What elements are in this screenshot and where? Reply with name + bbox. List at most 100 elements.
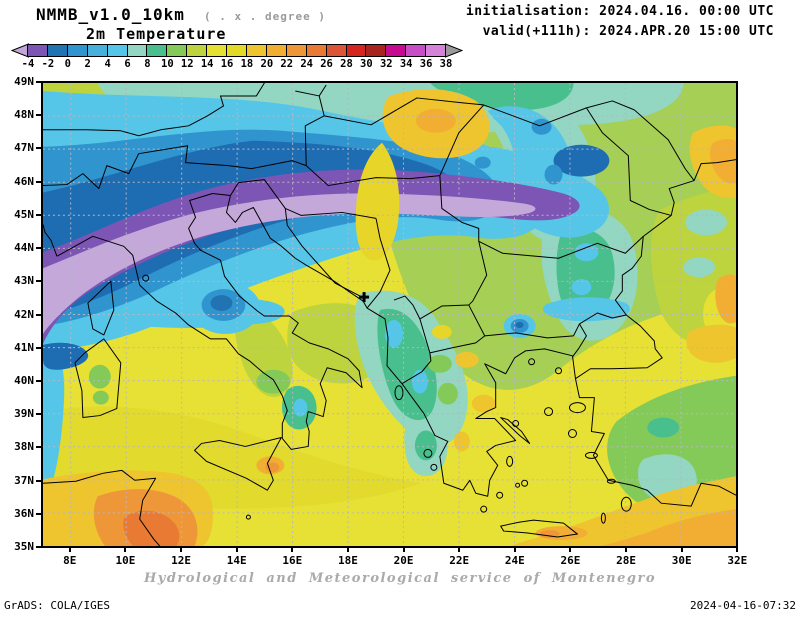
colorbar-tick-label: 38 <box>439 58 453 70</box>
lon-tick <box>291 547 294 552</box>
colorbar-segment <box>305 44 327 57</box>
lat-label: 49N <box>14 75 34 88</box>
lon-tick <box>235 547 238 552</box>
lon-tick <box>513 547 516 552</box>
lat-label: 37N <box>14 473 34 487</box>
lon-tick <box>180 547 183 552</box>
colorbar-segment <box>325 44 347 57</box>
lat-tick <box>36 413 42 416</box>
colorbar-segment <box>285 44 307 57</box>
colorbar-tick-label: 12 <box>180 58 194 70</box>
lon-label: 26E <box>560 554 581 567</box>
colorbar <box>27 44 447 57</box>
initialisation-time: initialisation: 2024.04.16. 00:00 UTC <box>465 4 774 19</box>
colorbar-segment <box>66 44 88 57</box>
lat-tick <box>36 280 42 283</box>
map-frame <box>41 81 738 548</box>
lon-tick <box>736 547 739 552</box>
colorbar-tick-label: 22 <box>280 58 294 70</box>
colorbar-tick-label: 8 <box>144 58 151 70</box>
colorbar-ticks: -4 -2 0 2 4 6 8 10 12 14 16 18 20 22 24 26 28 30 32 34 36 38 <box>22 58 453 72</box>
colorbar-tick-label: 24 <box>300 58 313 70</box>
lon-tick <box>346 547 349 552</box>
lon-label: 10E <box>115 554 136 567</box>
lon-label: 30E <box>671 554 692 567</box>
lon-label: 8E <box>63 554 77 567</box>
lon-axis: 8E 10E 12E 14E 16E 18E 20E 22E 24E 26E 28E 30E 32E <box>42 547 747 569</box>
lon-tick <box>124 547 127 552</box>
colorbar-segment <box>345 44 367 57</box>
colorbar-tick-label: -2 <box>41 58 55 70</box>
lon-label: 28E <box>616 554 637 567</box>
colorbar-tick-label: 6 <box>124 58 131 70</box>
lat-label: 41N <box>14 340 34 354</box>
colorbar-segment <box>365 44 387 57</box>
field-title: 2m Temperature <box>86 25 227 43</box>
grads-credit: GrADS: COLA/IGES <box>4 599 110 612</box>
colorbar-segment <box>245 44 267 57</box>
lon-tick <box>569 547 572 552</box>
colorbar-segment <box>405 44 427 57</box>
colorbar-tick-label: 32 <box>379 58 393 70</box>
colorbar-tick-label: 26 <box>320 58 333 70</box>
colorbar-tick-label: 34 <box>399 58 413 70</box>
colorbar-tick-label: -4 <box>21 58 35 70</box>
city-marker-icon <box>359 292 370 303</box>
colorbar-tick-label: 36 <box>419 58 433 70</box>
lat-tick <box>36 81 42 83</box>
colorbar-tick-label: 4 <box>104 58 111 70</box>
lon-label: 20E <box>393 554 414 567</box>
colorbar-segment <box>226 44 247 57</box>
lon-label: 32E <box>727 554 748 567</box>
lat-tick <box>36 379 42 382</box>
temperature-map-svg <box>43 83 736 546</box>
lat-label: 44N <box>14 241 34 255</box>
lat-tick <box>36 247 42 250</box>
colorbar-tick-label: 30 <box>360 58 373 70</box>
lat-tick <box>36 147 42 150</box>
colorbar-segment <box>126 44 148 57</box>
lat-label: 43N <box>14 274 34 288</box>
colorbar-tick-label: 0 <box>64 58 71 70</box>
lat-tick <box>36 114 42 117</box>
lat-label: 40N <box>14 373 34 387</box>
lat-tick <box>36 546 42 548</box>
country-borders <box>43 83 695 385</box>
colorbar-segment <box>86 44 108 57</box>
colorbar-segment <box>166 44 188 57</box>
lat-tick <box>36 213 42 216</box>
model-title: NMMB_v1.0_10km <box>36 5 185 24</box>
creation-timestamp: 2024-04-16-07:32 <box>690 599 796 612</box>
colorbar-segment <box>27 44 48 57</box>
lat-label: 36N <box>14 506 34 520</box>
colorbar-tick-label: 10 <box>161 58 174 70</box>
model-subtitle: ( . x . degree ) <box>204 10 326 23</box>
colorbar-tick-label: 18 <box>240 58 254 70</box>
colorbar-tick-label: 20 <box>260 58 274 70</box>
colorbar-segment <box>106 44 128 57</box>
colorbar-segment <box>206 44 228 57</box>
lat-tick <box>36 180 42 183</box>
lat-tick <box>36 313 42 316</box>
lat-label: 47N <box>14 141 34 155</box>
lat-label: 39N <box>14 407 34 421</box>
colorbar-segment <box>385 44 407 57</box>
lat-label: 46N <box>14 174 34 188</box>
lat-axis: 49N 48N 47N 46N 45N 44N 43N 42N 41N 40N 39N 38N 37N 3… <box>0 75 42 553</box>
lat-tick <box>36 512 42 515</box>
lon-tick <box>625 547 628 552</box>
colorbar-tick-label: 2 <box>84 58 91 70</box>
valid-time: valid(+111h): 2024.APR.20 15:00 UTC <box>482 24 774 39</box>
colorbar-tick-label: 28 <box>340 58 353 70</box>
lon-label: 14E <box>226 554 247 567</box>
map-gridlines <box>43 83 736 546</box>
lon-label: 22E <box>449 554 470 567</box>
coastlines <box>43 159 736 546</box>
colorbar-segment <box>46 44 68 57</box>
colorbar-right-arrow-icon <box>445 43 463 58</box>
lat-label: 42N <box>14 307 34 321</box>
colorbar-segment <box>265 44 287 57</box>
lat-label: 38N <box>14 440 34 454</box>
lat-label: 48N <box>14 108 34 122</box>
